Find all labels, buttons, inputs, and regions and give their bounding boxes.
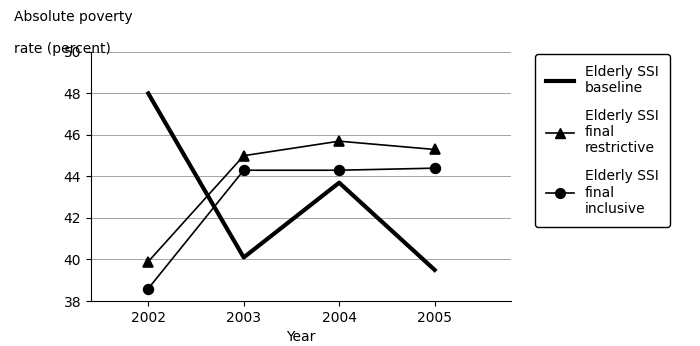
- X-axis label: Year: Year: [286, 330, 316, 344]
- Text: rate (percent): rate (percent): [14, 42, 111, 55]
- Text: Absolute poverty: Absolute poverty: [14, 10, 132, 24]
- Legend: Elderly SSI
baseline, Elderly SSI
final
restrictive, Elderly SSI
final
inclusive: Elderly SSI baseline, Elderly SSI final …: [535, 54, 670, 227]
